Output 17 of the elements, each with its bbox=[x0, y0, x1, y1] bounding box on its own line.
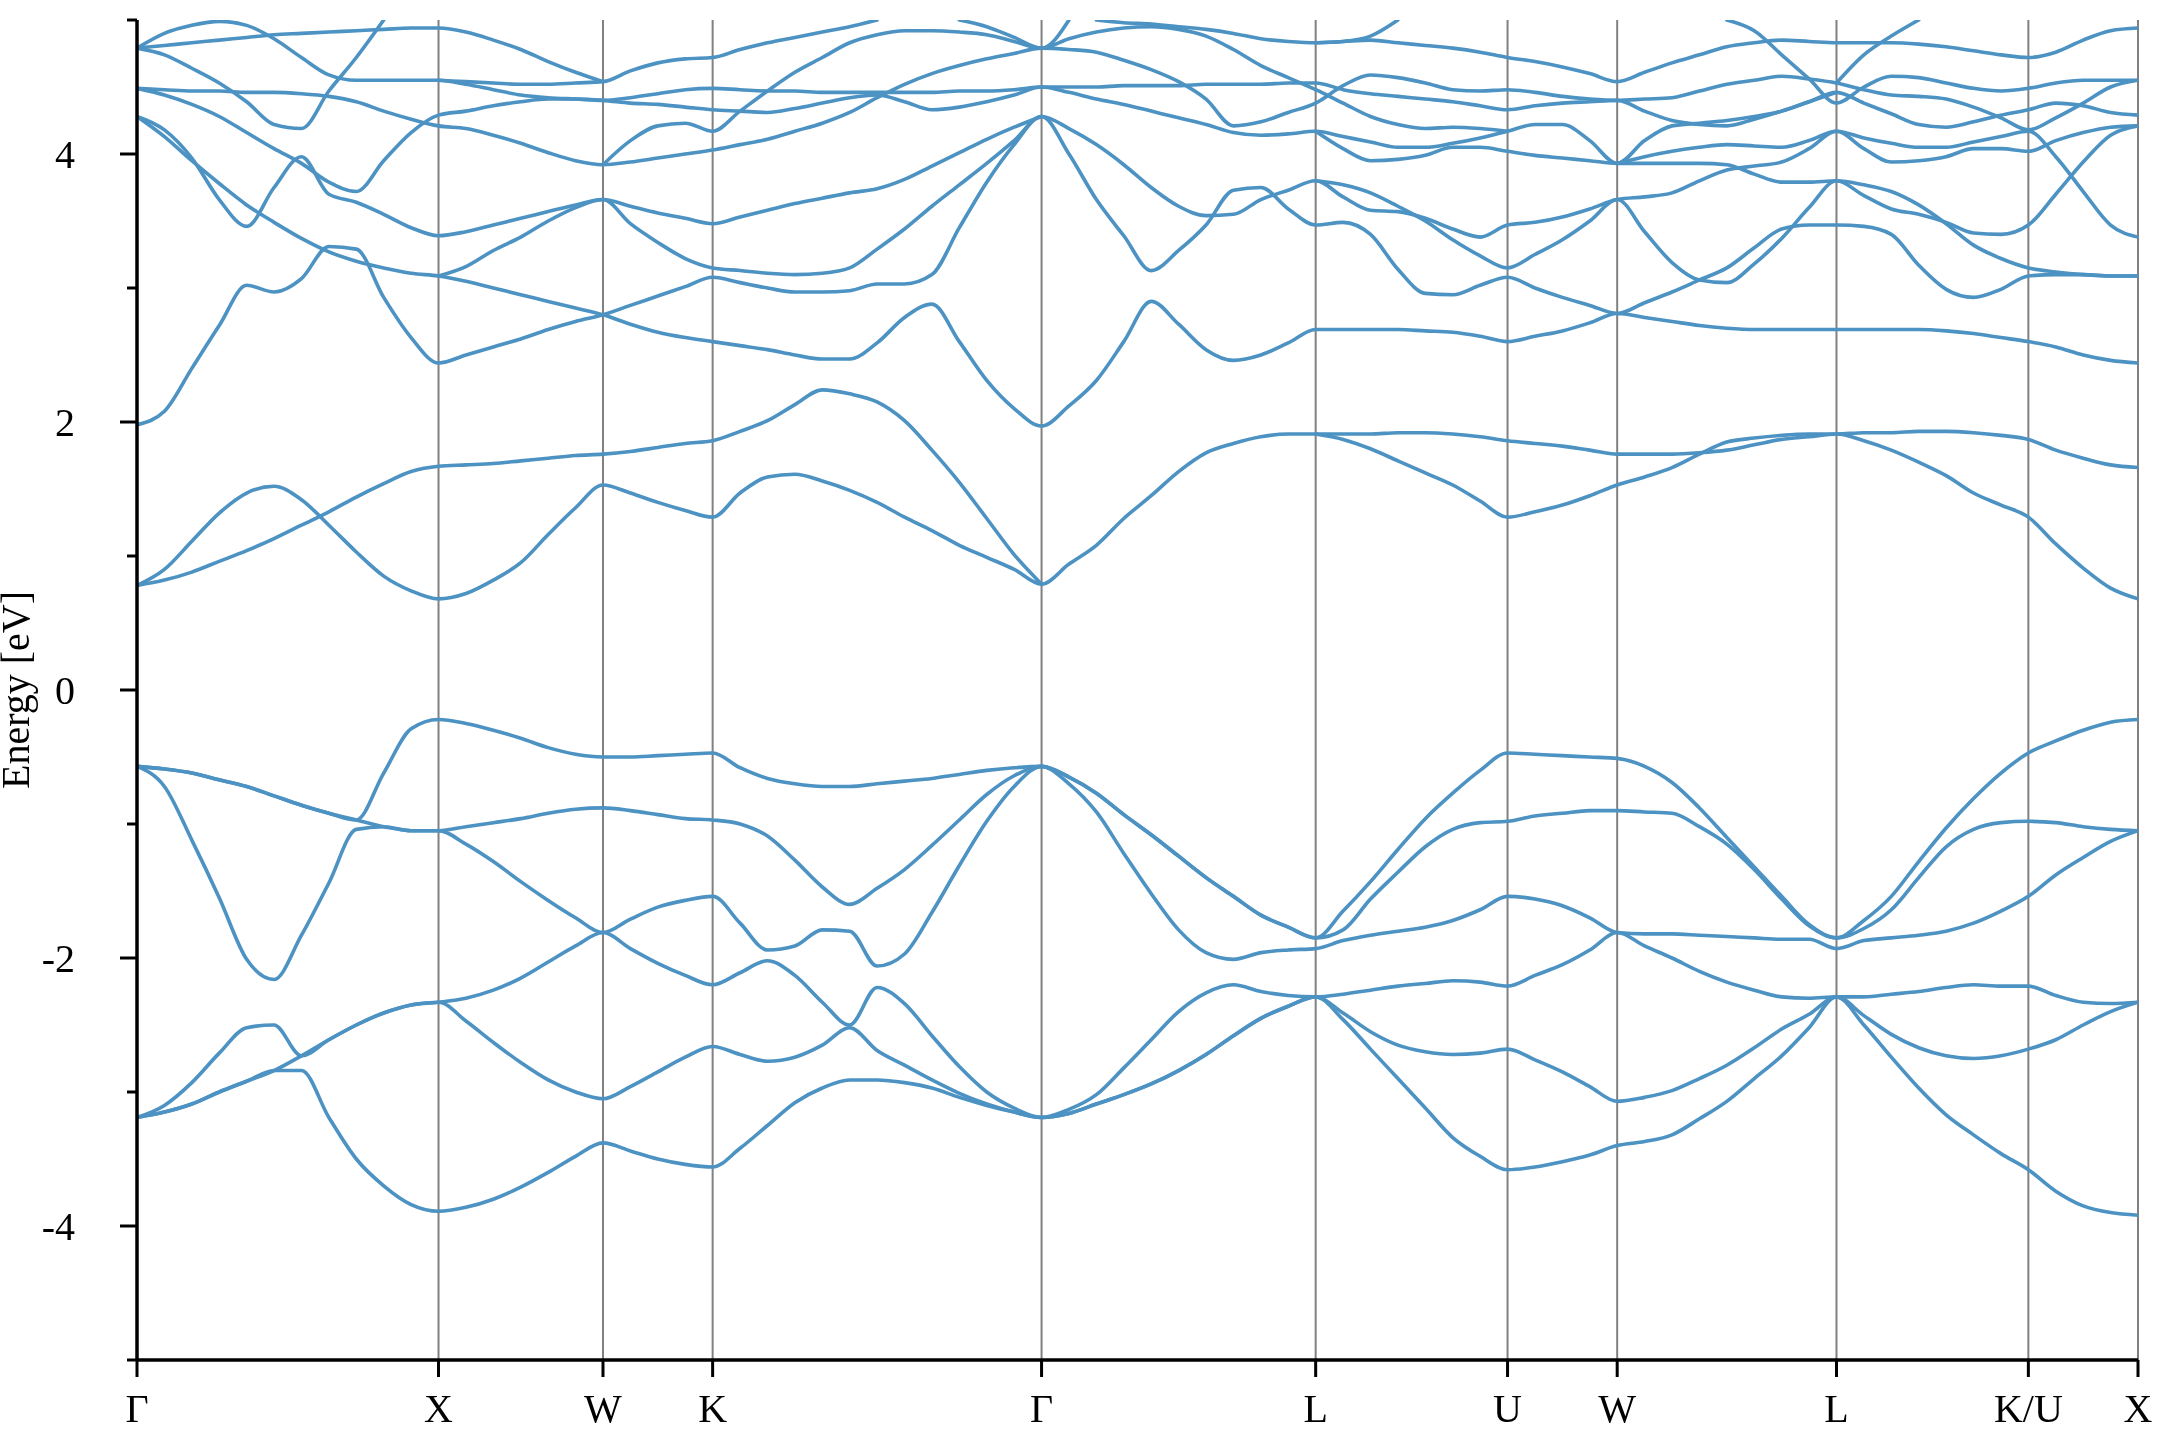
x-tick-label: L bbox=[1824, 1385, 1849, 1431]
y-tick-label: -2 bbox=[41, 935, 75, 981]
x-tick-label: K bbox=[698, 1385, 728, 1431]
y-tick-label: 0 bbox=[55, 667, 75, 713]
x-tick-label: W bbox=[1598, 1385, 1637, 1431]
x-tick-label: U bbox=[1493, 1385, 1523, 1431]
y-axis-title: Energy [eV] bbox=[0, 590, 38, 790]
x-tick-label: X bbox=[424, 1385, 454, 1431]
x-tick-label: Γ bbox=[125, 1385, 149, 1431]
x-tick-label: W bbox=[584, 1385, 623, 1431]
y-tick-label: 2 bbox=[55, 399, 75, 445]
x-tick-label: K/U bbox=[1993, 1385, 2063, 1431]
x-tick-label: Γ bbox=[1030, 1385, 1054, 1431]
x-tick-label: L bbox=[1303, 1385, 1328, 1431]
y-tick-label: 4 bbox=[55, 131, 75, 177]
x-tick-label: X bbox=[2123, 1385, 2153, 1431]
y-tick-label: -4 bbox=[41, 1203, 75, 1249]
